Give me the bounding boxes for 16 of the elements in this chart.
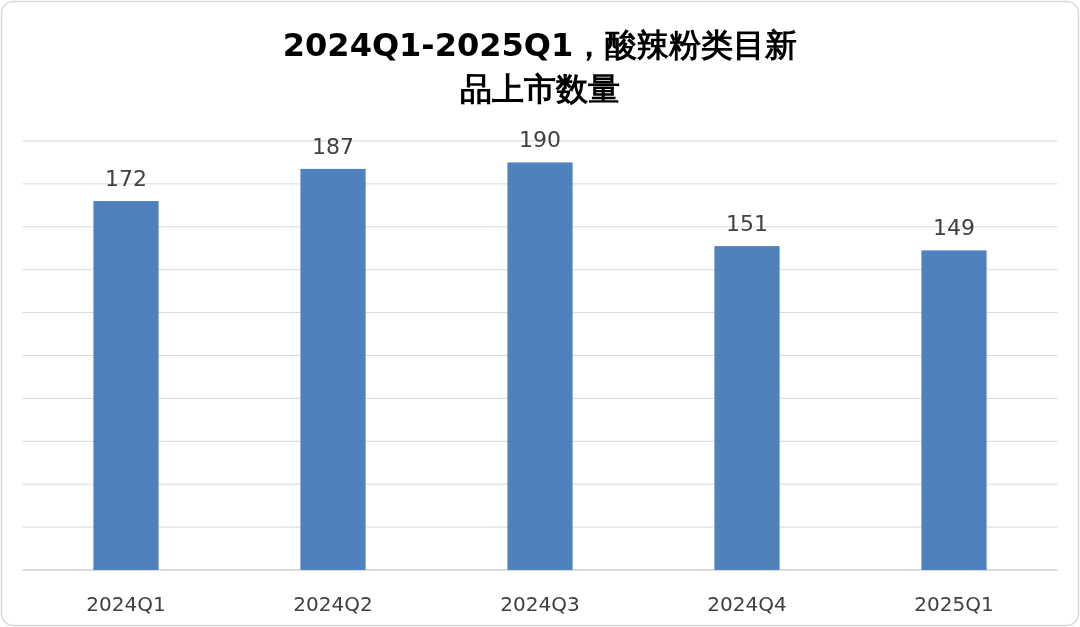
bar [93, 201, 159, 570]
data-label: 149 [933, 215, 975, 241]
x-tick-label: 2024Q2 [293, 592, 373, 616]
data-label: 190 [519, 127, 561, 153]
bar [714, 246, 780, 570]
x-tick-label: 2025Q1 [914, 592, 994, 616]
bar [921, 250, 987, 570]
x-tick-label: 2024Q4 [707, 592, 787, 616]
bar [300, 168, 366, 570]
x-tick-label: 2024Q3 [500, 592, 580, 616]
data-label: 187 [312, 133, 354, 159]
data-label: 172 [105, 166, 147, 192]
bar [507, 162, 573, 570]
x-tick-label: 2024Q1 [86, 592, 166, 616]
data-label: 151 [726, 211, 768, 237]
chart-title: 2024Q1-2025Q1，酸辣粉类目新品上市数量 [282, 26, 798, 108]
